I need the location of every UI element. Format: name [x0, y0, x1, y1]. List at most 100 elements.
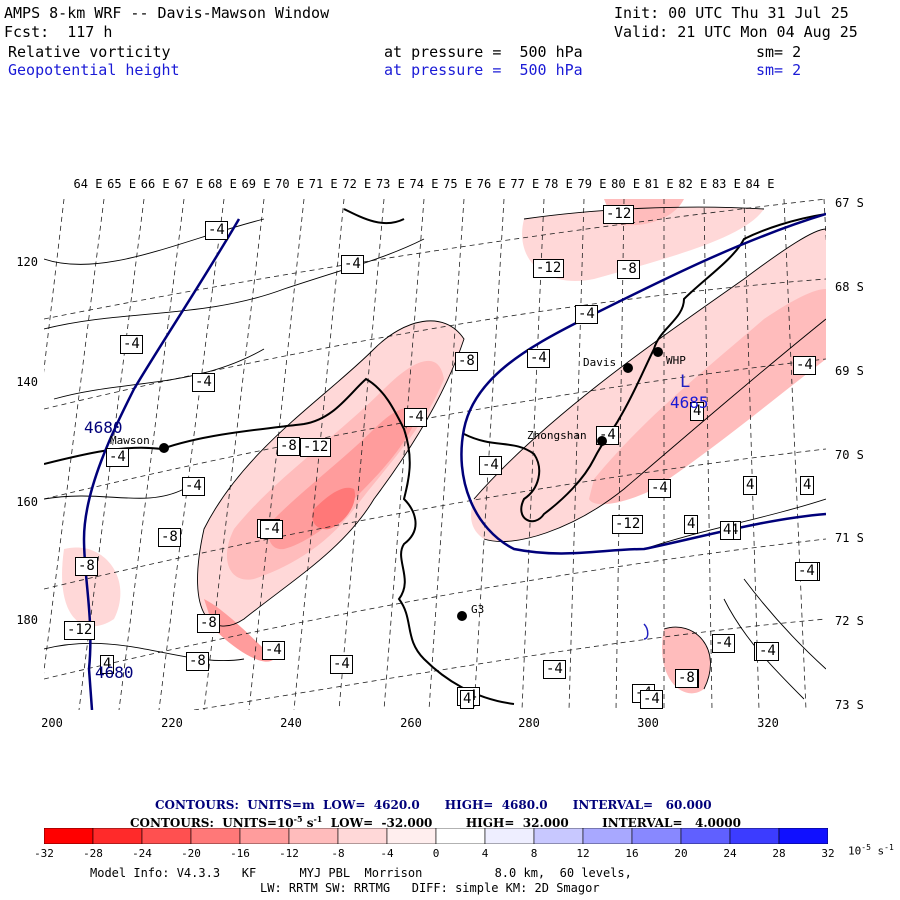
vorticity-label: -4 — [795, 562, 818, 581]
colorbar-tick-label: 0 — [432, 847, 440, 860]
vorticity-label: -4 — [543, 660, 566, 679]
x-tick-label: 300 — [637, 716, 659, 730]
mawson-label: Mawson — [110, 434, 150, 447]
x-tick-label: 220 — [161, 716, 183, 730]
valid-time: Valid: 21 UTC Mon 04 Aug 25 — [614, 23, 858, 41]
colorbar-swatch — [582, 828, 633, 844]
vorticity-label: -8 — [197, 614, 220, 633]
vorticity-label: -8 — [75, 557, 98, 576]
vorticity-label: 4 — [460, 690, 475, 709]
x-tick-label: 260 — [400, 716, 422, 730]
colorbar-swatch — [288, 828, 339, 844]
model-info-physics: LW: RRTM SW: RRTMG DIFF: simple KM: 2D S… — [260, 881, 600, 895]
colorbar-tick-label: 24 — [723, 847, 737, 860]
colorbar-swatch — [337, 828, 388, 844]
field1-name: Relative vorticity — [8, 43, 171, 61]
whp-marker — [653, 347, 663, 357]
init-time: Init: 00 UTC Thu 31 Jul 25 — [614, 4, 849, 22]
vorticity-label: -8 — [617, 260, 640, 279]
vorticity-label: -4 — [712, 634, 735, 653]
vorticity-label: -4 — [260, 520, 283, 539]
colorbar-tick-label: 8 — [530, 847, 538, 860]
longitude-label: 79 E — [577, 177, 607, 191]
longitude-label: 68 E — [207, 177, 237, 191]
colorbar-swatch — [92, 828, 143, 844]
vorticity-label: -4 — [404, 408, 427, 427]
longitude-label: 84 E — [745, 177, 775, 191]
vorticity-contour-info: CONTOURS: UNITS=10-5 s-1 LOW= -32.000 HI… — [130, 814, 741, 830]
vorticity-label: 4 — [684, 515, 699, 534]
longitude-label: 80 E — [611, 177, 641, 191]
longitude-label: 73 E — [375, 177, 405, 191]
vorticity-label: -4 — [756, 642, 779, 661]
field2-name: Geopotential height — [8, 61, 180, 79]
longitude-label: 81 E — [644, 177, 674, 191]
x-tick-label: 240 — [280, 716, 302, 730]
model-info: Model Info: V4.3.3 KF MYJ PBL Morrison 8… — [90, 866, 632, 880]
zhongshan-marker — [597, 436, 607, 446]
latitude-label: 71 S — [835, 531, 864, 545]
colorbar-tick-label: -20 — [181, 847, 201, 860]
vorticity-label: -4 — [640, 690, 663, 709]
vorticity-label: 4 — [743, 476, 758, 495]
height-contour-info: CONTOURS: UNITS=m LOW= 4620.0 HIGH= 4680… — [155, 798, 712, 812]
field2-smoothing: sm= 2 — [756, 61, 802, 79]
longitude-label: 66 E — [140, 177, 170, 191]
vorticity-label: -4 — [262, 641, 285, 660]
vorticity-label: -8 — [158, 528, 181, 547]
colorbar-swatch — [729, 828, 780, 844]
longitude-label: 70 E — [275, 177, 305, 191]
colorbar-swatch — [386, 828, 437, 844]
davis-label: Davis — [583, 356, 617, 369]
colorbar-swatch — [680, 828, 731, 844]
x-tick-label: 200 — [41, 716, 63, 730]
map-plot — [44, 199, 826, 710]
latitude-label: 73 S — [835, 698, 864, 712]
colorbar-tick-label: -32 — [34, 847, 54, 860]
longitude-label: 82 E — [678, 177, 708, 191]
davis-marker — [623, 363, 633, 373]
y-tick-label: 180 — [16, 613, 38, 627]
vorticity-label: -12 — [603, 205, 635, 224]
longitude-label: 78 E — [543, 177, 573, 191]
vorticity-label: -4 — [575, 305, 598, 324]
vorticity-label: -12 — [300, 438, 332, 457]
field1-level: at pressure = 500 hPa — [384, 43, 583, 61]
positive-vort-contour — [643, 623, 649, 640]
vorticity-label: -8 — [675, 669, 698, 688]
x-tick-label: 320 — [757, 716, 779, 730]
vorticity-label: -4 — [341, 255, 364, 274]
colorbar-swatch — [631, 828, 682, 844]
longitude-label: 72 E — [342, 177, 372, 191]
y-tick-label: 160 — [16, 495, 38, 509]
g3-marker — [457, 611, 467, 621]
vorticity-label: -12 — [533, 259, 565, 278]
colorbar-swatch — [484, 828, 535, 844]
colorbar-tick-label: -4 — [380, 847, 394, 860]
field1-smoothing: sm= 2 — [756, 43, 802, 61]
longitude-label: 67 E — [174, 177, 204, 191]
mawson-marker — [159, 443, 169, 453]
forecast-hour: Fcst: 117 h — [4, 23, 113, 41]
vorticity-label: 4 — [720, 521, 735, 540]
colorbar-swatch — [190, 828, 241, 844]
vorticity-label: 4 — [100, 655, 115, 674]
colorbar — [44, 828, 828, 844]
colorbar-tick-label: 20 — [674, 847, 688, 860]
vorticity-label: -4 — [205, 221, 228, 240]
low-pressure-symbol: L — [680, 372, 691, 392]
vorticity-label: -8 — [186, 652, 209, 671]
longitude-label: 77 E — [510, 177, 540, 191]
longitude-label: 65 E — [107, 177, 137, 191]
colorbar-swatch — [778, 828, 828, 844]
latitude-label: 67 S — [835, 196, 864, 210]
longitude-label: 69 E — [241, 177, 271, 191]
vorticity-label: -4 — [120, 335, 143, 354]
colorbar-tick-label: -24 — [132, 847, 152, 860]
vorticity-label: -12 — [612, 515, 644, 534]
colorbar-tick-label: -12 — [279, 847, 299, 860]
vorticity-label: -8 — [455, 352, 478, 371]
longitude-label: 76 E — [476, 177, 506, 191]
vorticity-label: -12 — [64, 621, 96, 640]
colorbar-tick-label: 16 — [625, 847, 639, 860]
